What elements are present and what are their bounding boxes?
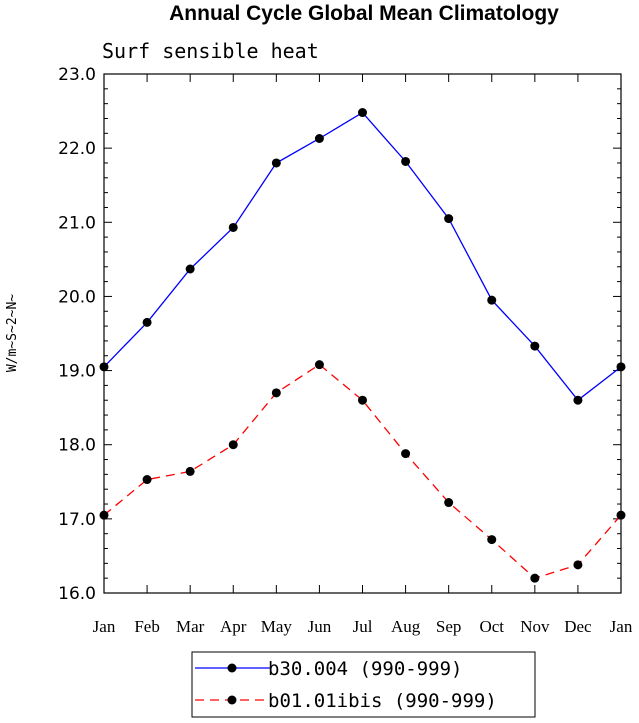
series-2-point [487,535,497,545]
series-2-point [530,573,540,583]
y-axis-label: W/m~S~2~N~ [5,294,20,372]
chart-subtitle: Surf sensible heat [102,39,319,63]
series-1-point [99,362,109,372]
series-1-point [185,264,195,274]
series-1-point [142,317,152,327]
series-2-point [228,440,238,450]
series-layer [99,108,626,583]
series-2-point [99,510,109,520]
series-1-point [530,341,540,351]
series-2-point [401,449,411,459]
x-tick-label: Feb [134,617,160,636]
x-tick-label: Jan [610,617,633,636]
legend-marker-1 [227,663,237,673]
x-tick-label: Mar [176,617,205,636]
series-2-point [185,466,195,476]
series-1-point [573,395,583,405]
series-1-point [358,108,367,118]
x-tick-label: Jun [308,617,332,636]
series-2-point [358,395,367,405]
x-tick-label: Nov [520,617,550,636]
series-2-point [444,498,454,508]
series-2-point [142,475,152,485]
x-tick-label: Dec [564,617,592,636]
series-1-point [228,222,238,232]
x-tick-label: May [261,617,293,636]
series-1-point [401,156,411,166]
legend-box [191,651,536,718]
plot-frame [103,73,622,594]
series-1-point [314,134,324,144]
axis-ticks: 16.0 17.0 18.0 19.0 20.0 21.0 22.0 23.0 Jan Feb Ma… [58,65,633,636]
y-tick-label: 21.0 [58,213,96,233]
chart-title: Annual Cycle Global Mean Climatology [169,2,559,25]
y-tick-label: 18.0 [58,436,96,456]
legend: b30.004 (990-999) b01.01ibis (990-999) [195,658,497,712]
x-tick-label: Jul [353,617,373,636]
x-tick-label: Apr [220,617,247,636]
series-1-point [616,362,626,372]
series-2-point [314,360,324,370]
x-tick-label: Aug [391,617,421,636]
x-tick-label: Jan [93,617,116,636]
series-line-1 [103,111,622,402]
x-tick-label: Oct [479,617,504,636]
y-tick-label: 19.0 [58,362,96,382]
legend-label-2: b01.01ibis (990-999) [268,690,497,712]
series-1-point [487,295,497,305]
legend-marker-2 [227,695,237,705]
y-tick-label: 22.0 [58,139,96,159]
y-tick-label: 20.0 [58,287,96,307]
x-tick-label: Sep [436,617,462,636]
series-2-point [573,560,583,570]
legend-label-1: b30.004 (990-999) [268,658,462,680]
y-tick-label: 23.0 [58,65,96,85]
series-1-point [444,214,454,224]
series-1-point [271,158,281,168]
series-2-point [271,388,281,398]
y-tick-label: 16.0 [58,584,96,604]
series-2-point [616,510,626,520]
y-tick-label: 17.0 [58,510,96,530]
